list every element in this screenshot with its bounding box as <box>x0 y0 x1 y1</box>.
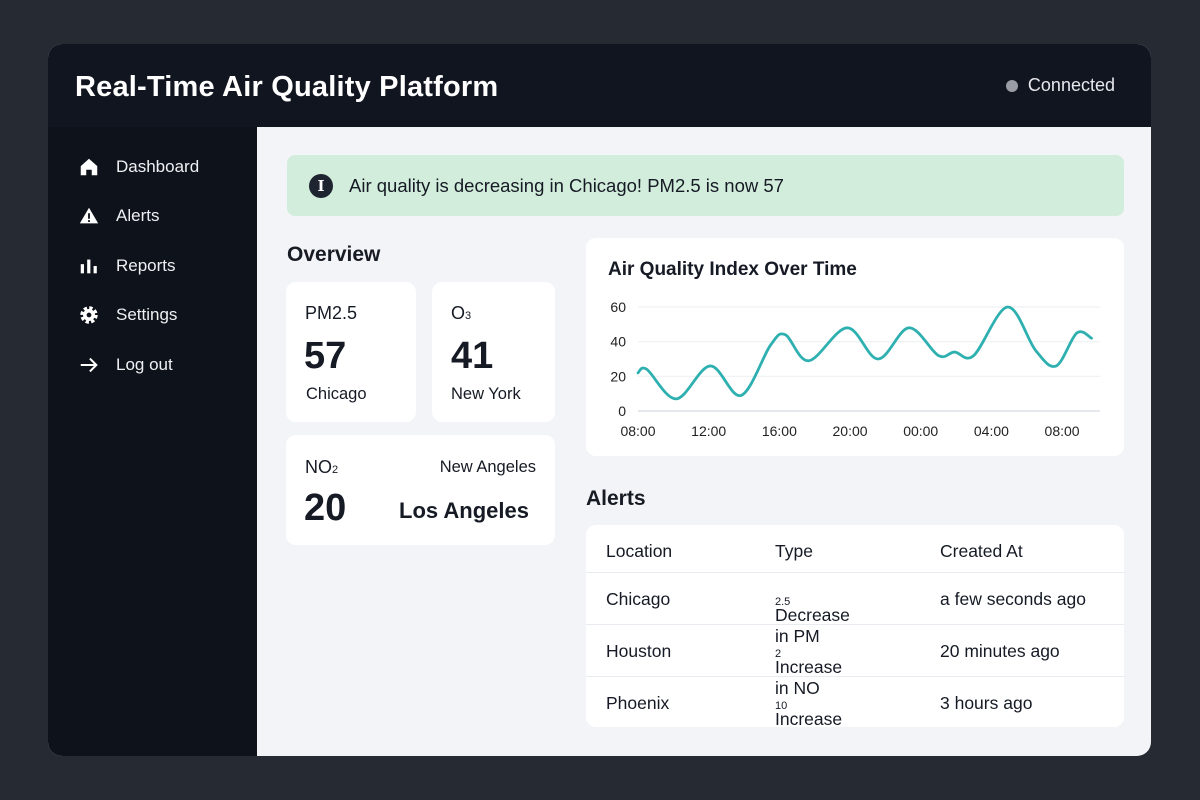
metric-value: 41 <box>451 335 494 377</box>
sidebar: Dashboard Alerts Reports Settings Log ou… <box>48 127 257 756</box>
column-header: Created At <box>940 541 1023 561</box>
banner-text: Air quality is decreasing in Chicago! PM… <box>349 174 784 196</box>
sidebar-item-reports[interactable]: Reports <box>78 255 176 277</box>
metric-city: Los Angeles <box>399 498 529 523</box>
aqi-series-line <box>636 305 1093 401</box>
metric-value: 20 <box>304 487 347 529</box>
y-tick-label: 20 <box>610 368 626 384</box>
sidebar-item-alerts[interactable]: Alerts <box>78 205 159 227</box>
alert-location: Phoenix <box>606 693 670 713</box>
x-tick-label: 08:00 <box>1045 423 1080 439</box>
aqi-line-chart: 0 20 40 60 08:00 12:00 16:00 20:00 00:00 04:00 08:… <box>610 299 1100 439</box>
table-row[interactable]: Phoenix Increase in PM10 3 hours ago <box>586 677 1124 727</box>
gear-icon <box>80 306 98 324</box>
metric-city: New York <box>451 385 521 403</box>
x-tick-label: 08:00 <box>620 423 655 439</box>
alert-created: 20 minutes ago <box>940 641 1060 661</box>
alerts-table: Location Type Created At Chicago Decrease i… <box>586 525 1124 727</box>
x-tick-label: 04:00 <box>974 423 1009 439</box>
column-header: Type <box>775 541 813 561</box>
arrow-right-icon <box>80 357 98 373</box>
x-tick-label: 00:00 <box>903 423 938 439</box>
header: Real-Time Air Quality Platform Connected <box>48 44 1151 127</box>
alerts-title: Alerts <box>586 487 646 510</box>
x-tick-label: 16:00 <box>762 423 797 439</box>
alert-location: Chicago <box>606 589 671 609</box>
x-tick-label: 20:00 <box>833 423 868 439</box>
y-tick-label: 60 <box>610 299 626 315</box>
chart-title: Air Quality Index Over Time <box>608 259 857 280</box>
table-row[interactable]: Chicago Decrease in PM 2.5 a few seconds ag… <box>586 573 1124 646</box>
metric-card-o3: O3 41 New York <box>432 282 555 422</box>
aqi-chart-card: Air Quality Index Over Time 0 20 40 60 08:00… <box>586 238 1124 456</box>
sidebar-item-label: Log out <box>116 355 173 374</box>
metric-value: 57 <box>304 335 347 377</box>
alert-type: Increase in NO 2 <box>775 648 843 698</box>
app-title: Real-Time Air Quality Platform <box>75 71 499 103</box>
metric-card-pm25: PM2.5 57 Chicago <box>286 282 416 422</box>
y-tick-label: 40 <box>610 334 626 350</box>
pollutant-label: O3 <box>451 303 472 323</box>
column-header: Location <box>606 541 673 561</box>
bar-chart-icon <box>80 259 97 274</box>
sidebar-item-label: Dashboard <box>116 157 200 176</box>
metric-extra-city: New Angeles <box>439 458 536 476</box>
table-row[interactable]: Houston Increase in NO 2 20 minutes ago <box>586 625 1124 698</box>
status-text: Connected <box>1027 75 1115 95</box>
sidebar-item-label: Alerts <box>116 206 160 225</box>
alert-created: 3 hours ago <box>940 693 1033 713</box>
overview-title: Overview <box>287 243 381 266</box>
warning-icon <box>79 207 99 224</box>
alert-type: Decrease in PM 2.5 <box>775 596 850 646</box>
metric-city: Chicago <box>306 385 367 403</box>
pollutant-label: PM2.5 <box>305 303 358 323</box>
alert-location: Houston <box>606 641 672 661</box>
home-icon <box>80 158 98 176</box>
alert-type: Increase in PM10 <box>775 700 843 727</box>
connection-status: Connected <box>1005 75 1115 96</box>
app-window: Real-Time Air Quality Platform Connected… <box>48 44 1151 756</box>
alert-banner: I Air quality is decreasing in Chicago! P… <box>287 155 1124 216</box>
metric-card-no2: NO2 New Angeles 20 Los Angeles <box>286 435 555 545</box>
x-tick-label: 12:00 <box>691 423 726 439</box>
table-header: Location Type Created At <box>586 525 1124 573</box>
pollutant-label: NO2 <box>305 457 339 477</box>
sidebar-item-dashboard[interactable]: Dashboard <box>78 156 199 178</box>
sidebar-item-log-out[interactable]: Log out <box>78 354 173 376</box>
sidebar-item-label: Reports <box>116 256 176 275</box>
sidebar-item-label: Settings <box>116 305 178 324</box>
info-icon: I <box>309 173 333 198</box>
sidebar-item-settings[interactable]: Settings <box>78 304 177 326</box>
status-dot-icon <box>1005 79 1018 92</box>
y-tick-label: 0 <box>618 403 626 419</box>
alert-created: a few seconds ago <box>940 589 1086 609</box>
